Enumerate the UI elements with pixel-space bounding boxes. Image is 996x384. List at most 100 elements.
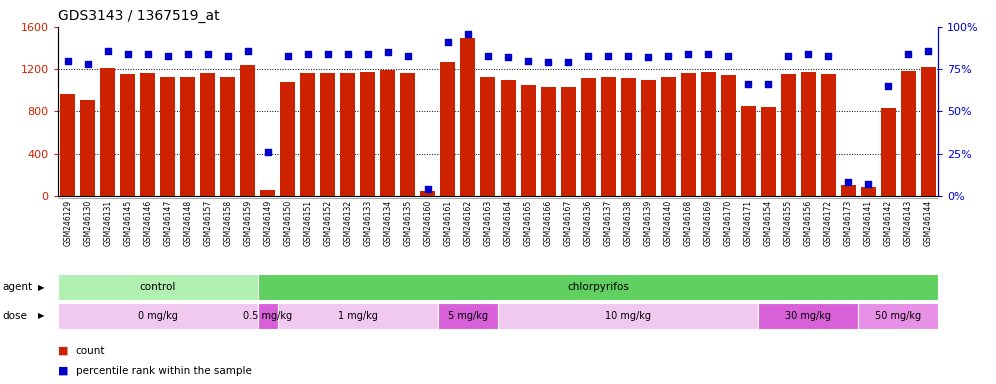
Bar — [58, 274, 258, 300]
Point — [500, 54, 516, 60]
Point — [320, 51, 336, 57]
Text: ■: ■ — [58, 346, 69, 356]
Bar — [260, 189, 275, 196]
Point — [160, 53, 176, 59]
Bar — [880, 108, 895, 196]
Point — [380, 49, 396, 55]
Bar — [121, 74, 135, 196]
Text: GSM246131: GSM246131 — [104, 200, 113, 246]
Point — [580, 53, 596, 59]
Bar — [521, 85, 536, 196]
Bar — [680, 73, 695, 196]
Bar — [258, 303, 278, 329]
Text: GDS3143 / 1367519_at: GDS3143 / 1367519_at — [58, 9, 219, 23]
Text: GSM246152: GSM246152 — [324, 200, 333, 246]
Point — [920, 48, 936, 54]
Bar — [581, 78, 596, 196]
Text: ▶: ▶ — [38, 311, 45, 320]
Bar — [281, 82, 296, 196]
Text: GSM246130: GSM246130 — [84, 200, 93, 246]
Bar — [700, 72, 715, 196]
Bar — [480, 76, 495, 196]
Bar — [561, 87, 576, 196]
Point — [480, 53, 496, 59]
Text: GSM246134: GSM246134 — [383, 200, 392, 246]
Point — [440, 39, 456, 45]
Text: GSM246167: GSM246167 — [564, 200, 573, 246]
Point — [80, 61, 96, 67]
Bar — [460, 38, 475, 196]
Text: GSM246147: GSM246147 — [163, 200, 172, 246]
Point — [300, 51, 316, 57]
Text: GSM246139: GSM246139 — [643, 200, 652, 246]
Bar — [640, 80, 655, 196]
Point — [880, 83, 896, 89]
Point — [621, 53, 636, 59]
Bar — [758, 303, 859, 329]
Text: GSM246169: GSM246169 — [703, 200, 712, 246]
Text: GSM246164: GSM246164 — [504, 200, 513, 246]
Point — [200, 51, 216, 57]
Text: ▶: ▶ — [38, 283, 45, 291]
Point — [821, 53, 837, 59]
Point — [260, 149, 276, 155]
Text: GSM246142: GSM246142 — [883, 200, 892, 246]
Text: 50 mg/kg: 50 mg/kg — [875, 311, 921, 321]
Point — [400, 53, 416, 59]
Bar — [438, 303, 498, 329]
Bar — [859, 303, 938, 329]
Point — [460, 31, 476, 37]
Point — [520, 58, 536, 64]
Bar — [601, 76, 616, 196]
Point — [780, 53, 796, 59]
Point — [841, 179, 857, 185]
Text: GSM246163: GSM246163 — [483, 200, 492, 246]
Point — [740, 81, 756, 88]
Text: percentile rank within the sample: percentile rank within the sample — [76, 366, 252, 376]
Bar — [258, 274, 938, 300]
Bar — [741, 106, 756, 196]
Point — [601, 53, 617, 59]
Bar — [200, 73, 215, 196]
Point — [720, 53, 736, 59]
Point — [700, 51, 716, 57]
Text: GSM246150: GSM246150 — [284, 200, 293, 246]
Text: GSM246157: GSM246157 — [203, 200, 212, 246]
Point — [220, 53, 236, 59]
Bar — [920, 67, 935, 196]
Point — [100, 48, 116, 54]
Text: GSM246141: GSM246141 — [864, 200, 872, 246]
Bar — [498, 303, 758, 329]
Bar — [440, 62, 455, 196]
Text: GSM246144: GSM246144 — [923, 200, 932, 246]
Point — [240, 48, 256, 54]
Bar — [841, 185, 856, 196]
Text: GSM246160: GSM246160 — [423, 200, 432, 246]
Text: GSM246129: GSM246129 — [64, 200, 73, 246]
Text: GSM246166: GSM246166 — [544, 200, 553, 246]
Point — [680, 51, 696, 57]
Text: control: control — [139, 282, 176, 292]
Text: 10 mg/kg: 10 mg/kg — [605, 311, 651, 321]
Bar — [278, 303, 438, 329]
Text: GSM246135: GSM246135 — [403, 200, 412, 246]
Point — [60, 58, 76, 64]
Bar — [61, 94, 76, 196]
Text: GSM246151: GSM246151 — [304, 200, 313, 246]
Text: GSM246146: GSM246146 — [143, 200, 152, 246]
Point — [560, 59, 576, 65]
Bar — [361, 72, 375, 196]
Text: 0.5 mg/kg: 0.5 mg/kg — [243, 311, 293, 321]
Bar — [58, 303, 258, 329]
Bar — [380, 70, 395, 196]
Text: GSM246162: GSM246162 — [463, 200, 472, 246]
Bar — [81, 100, 96, 196]
Text: GSM246136: GSM246136 — [584, 200, 593, 246]
Point — [540, 59, 556, 65]
Bar — [761, 107, 776, 196]
Point — [280, 53, 296, 59]
Bar — [821, 74, 836, 196]
Text: GSM246149: GSM246149 — [263, 200, 272, 246]
Text: GSM246137: GSM246137 — [604, 200, 613, 246]
Text: agent: agent — [2, 282, 32, 292]
